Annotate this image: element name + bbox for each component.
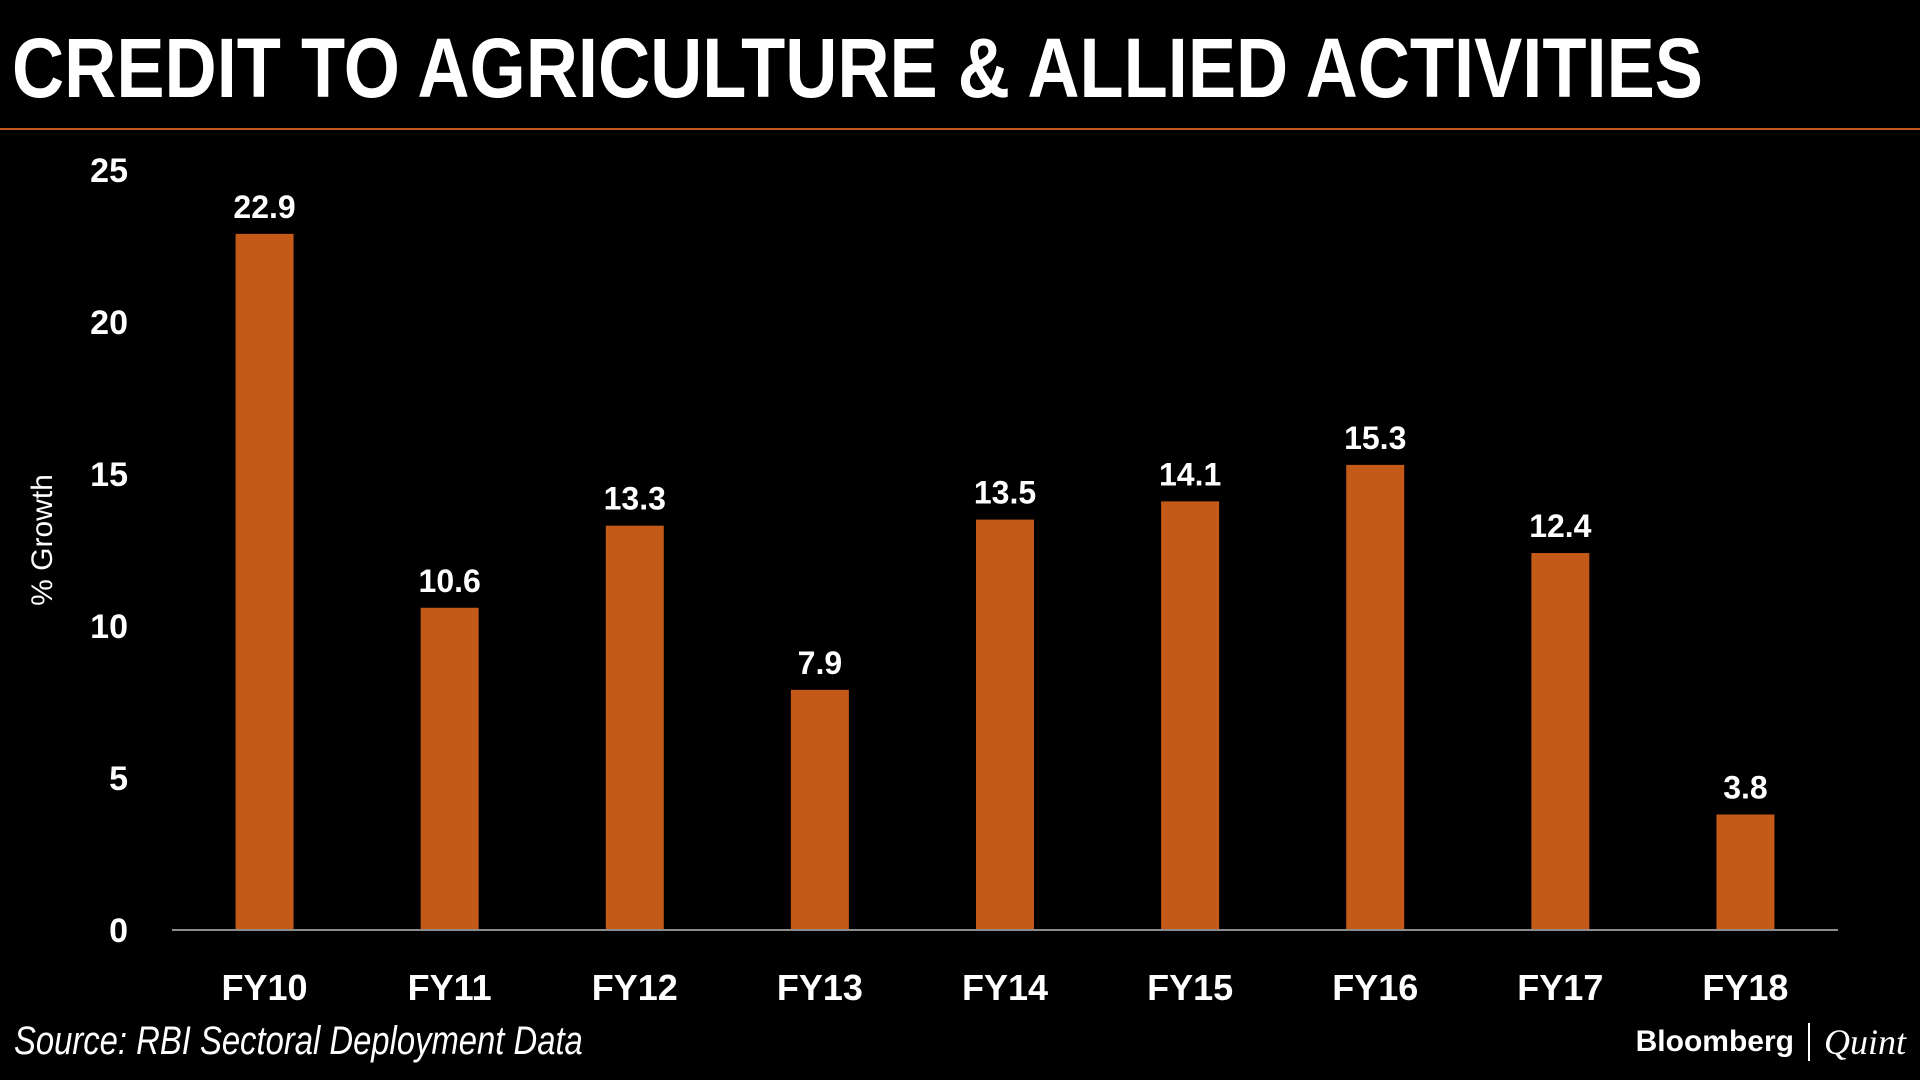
data-label: 10.6 [419, 563, 481, 599]
x-tick-label: FY11 [408, 967, 492, 1008]
y-tick-label: 20 [90, 304, 128, 342]
x-tick-label: FY17 [1517, 967, 1603, 1008]
bar-fy11 [420, 607, 479, 930]
title-divider [0, 128, 1920, 130]
brand-divider [1807, 1023, 1810, 1061]
x-tick-label: FY15 [1147, 967, 1233, 1008]
brand-bloomberg: Bloomberg [1635, 1025, 1794, 1058]
y-tick-label: 15 [90, 456, 128, 494]
data-label: 7.9 [798, 645, 842, 681]
source-note: Source: RBI Sectoral Deployment Data [14, 1019, 583, 1063]
bar-chart: 0 5 10 15 20 25 % Growth 22.9 10.6 13.3 7.9 13.5 1… [26, 152, 1838, 1008]
data-label: 14.1 [1159, 456, 1221, 492]
x-tick-label: FY14 [962, 967, 1048, 1008]
x-tick-label: FY10 [222, 967, 308, 1008]
bar-fy17 [1531, 553, 1590, 930]
x-axis-ticks: FY10 FY11 FY12 FY13 FY14 FY15 FY16 FY17 FY18 [222, 967, 1789, 1008]
y-axis-ticks: 0 5 10 15 20 25 [90, 152, 128, 950]
bar-series [235, 233, 1775, 931]
y-tick-label: 0 [109, 912, 128, 950]
bar-fy13 [790, 689, 849, 930]
bar-fy15 [1161, 501, 1220, 930]
x-tick-label: FY16 [1332, 967, 1418, 1008]
x-tick-label: FY18 [1702, 967, 1788, 1008]
x-tick-label: FY13 [777, 967, 863, 1008]
data-labels: 22.9 10.6 13.3 7.9 13.5 14.1 15.3 12.4 3.8 [233, 189, 1767, 806]
data-label: 22.9 [233, 189, 295, 225]
data-label: 15.3 [1344, 420, 1406, 456]
bar-fy10 [235, 233, 294, 931]
data-label: 12.4 [1529, 508, 1591, 544]
y-tick-label: 5 [109, 760, 128, 798]
x-tick-label: FY12 [592, 967, 678, 1008]
data-label: 13.3 [604, 481, 666, 517]
chart-title: CREDIT TO AGRICULTURE & ALLIED ACTIVITIE… [12, 21, 1703, 115]
y-axis-label: % Growth [26, 474, 59, 606]
bar-fy18 [1716, 814, 1775, 930]
y-tick-label: 10 [90, 608, 128, 646]
bar-fy12 [605, 525, 664, 930]
brand-logo: Bloomberg Quint [1636, 1020, 1906, 1064]
bar-fy16 [1346, 464, 1405, 930]
bar-fy14 [976, 519, 1034, 930]
data-label: 13.5 [974, 475, 1036, 511]
brand-quint: Quint [1823, 1022, 1906, 1062]
data-label: 3.8 [1723, 769, 1767, 805]
y-tick-label: 25 [90, 152, 128, 190]
